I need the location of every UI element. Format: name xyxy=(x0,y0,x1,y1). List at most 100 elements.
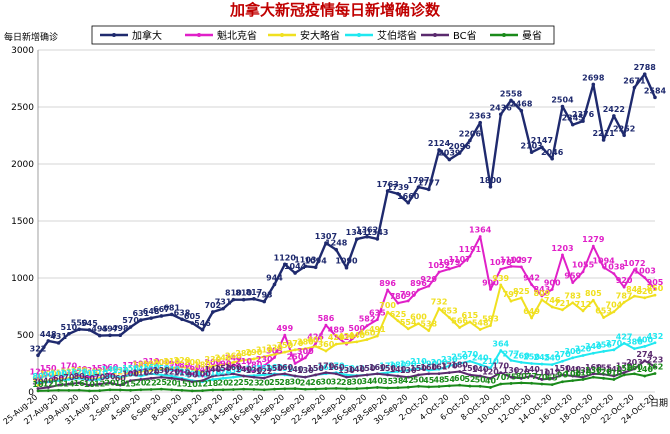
data-label: 430 xyxy=(338,332,355,341)
data-point xyxy=(355,333,359,337)
data-label: 110 xyxy=(575,368,592,377)
data-point xyxy=(519,265,523,269)
y-axis-label: 每日新增确诊 xyxy=(4,31,58,43)
data-point xyxy=(499,267,503,271)
data-label: 110 xyxy=(534,368,551,377)
data-point xyxy=(612,272,616,276)
legend-marker xyxy=(280,33,284,37)
data-point xyxy=(36,376,40,380)
data-label: 667 xyxy=(153,305,170,314)
data-label: 210 xyxy=(482,357,499,366)
data-label: 20 xyxy=(104,379,116,388)
data-label: 180 xyxy=(390,360,407,369)
data-label: 260 xyxy=(513,351,530,360)
data-point xyxy=(170,376,174,380)
data-point xyxy=(550,383,554,386)
data-point xyxy=(36,381,40,385)
data-label: 150 xyxy=(122,364,139,373)
data-label: 110 xyxy=(174,368,191,377)
data-label: 38 xyxy=(392,377,404,386)
data-point xyxy=(303,387,307,391)
data-label: 32 xyxy=(331,377,342,386)
data-label: 793 xyxy=(256,291,273,300)
data-label: 1072 xyxy=(623,259,645,268)
data-label: 2039 xyxy=(438,149,461,158)
data-label: 140 xyxy=(102,365,119,374)
legend-label: 魁北克省 xyxy=(217,29,257,42)
data-point xyxy=(396,191,400,196)
data-label: 425 xyxy=(307,333,324,342)
data-point xyxy=(314,344,318,348)
data-point xyxy=(540,294,544,298)
data-point xyxy=(170,374,174,378)
data-label: 170 xyxy=(318,362,335,371)
data-label: 944 xyxy=(266,273,283,282)
data-label: 582 xyxy=(359,315,376,324)
data-label: 350 xyxy=(276,341,293,350)
data-label: 26 xyxy=(310,378,322,387)
data-label: 160 xyxy=(369,363,386,372)
data-point xyxy=(314,373,318,377)
data-label: 190 xyxy=(143,359,160,368)
data-point xyxy=(468,138,472,143)
data-label: 491 xyxy=(369,325,386,334)
data-label: 460 xyxy=(359,329,376,338)
data-label: 120 xyxy=(112,367,129,376)
data-point xyxy=(365,324,369,328)
data-label: 1090 xyxy=(335,257,358,266)
data-label: 2206 xyxy=(459,130,482,139)
y-tick-label: 500 xyxy=(17,331,34,341)
data-point xyxy=(180,317,184,322)
data-point xyxy=(129,379,132,382)
data-label: 150 xyxy=(554,364,571,373)
data-label: 20 xyxy=(218,379,230,388)
data-point xyxy=(345,375,348,379)
data-point xyxy=(622,300,626,304)
data-point xyxy=(190,321,195,325)
data-label: 15 xyxy=(125,379,137,388)
data-point xyxy=(386,386,390,390)
data-point xyxy=(242,374,246,378)
data-label: 545 xyxy=(81,319,98,328)
data-label: 120 xyxy=(482,367,499,376)
data-point xyxy=(211,310,215,314)
data-label: 1341 xyxy=(346,228,369,237)
data-point xyxy=(540,298,544,302)
data-point xyxy=(458,264,462,268)
data-label: 190 xyxy=(420,359,437,368)
data-label: 190 xyxy=(400,359,417,368)
data-label: 160 xyxy=(318,363,335,372)
data-point xyxy=(601,138,606,142)
data-point xyxy=(108,388,112,392)
data-point xyxy=(324,387,328,390)
data-label: 380 xyxy=(626,338,643,347)
data-point xyxy=(427,329,431,333)
y-axis-ticks: 0 500 1000 1500 2000 2500 3000 xyxy=(11,46,34,398)
data-label: 1097 xyxy=(510,256,532,265)
data-point xyxy=(170,368,174,372)
data-label: 826 xyxy=(636,287,653,296)
data-point xyxy=(334,342,338,346)
data-point xyxy=(427,368,431,372)
data-point xyxy=(427,284,431,288)
data-point xyxy=(437,367,441,371)
data-label: 250 xyxy=(451,353,468,362)
data-point xyxy=(170,366,174,370)
data-point xyxy=(355,387,359,390)
data-label: 2103 xyxy=(520,141,542,150)
data-label: 274 xyxy=(636,350,653,359)
data-label: 499 xyxy=(276,324,293,333)
data-label: 25 xyxy=(238,378,250,387)
data-point xyxy=(129,388,132,392)
data-label: 1248 xyxy=(325,239,348,248)
data-label: 489 xyxy=(328,325,345,334)
data-point xyxy=(345,387,348,391)
data-label: 190 xyxy=(163,359,180,368)
data-label: 100 xyxy=(40,370,57,379)
data-point xyxy=(262,376,266,380)
data-point xyxy=(160,367,163,371)
data-point xyxy=(201,370,204,373)
data-label: 2504 xyxy=(551,96,574,105)
data-point xyxy=(468,373,472,377)
data-label: 2252 xyxy=(613,124,635,133)
